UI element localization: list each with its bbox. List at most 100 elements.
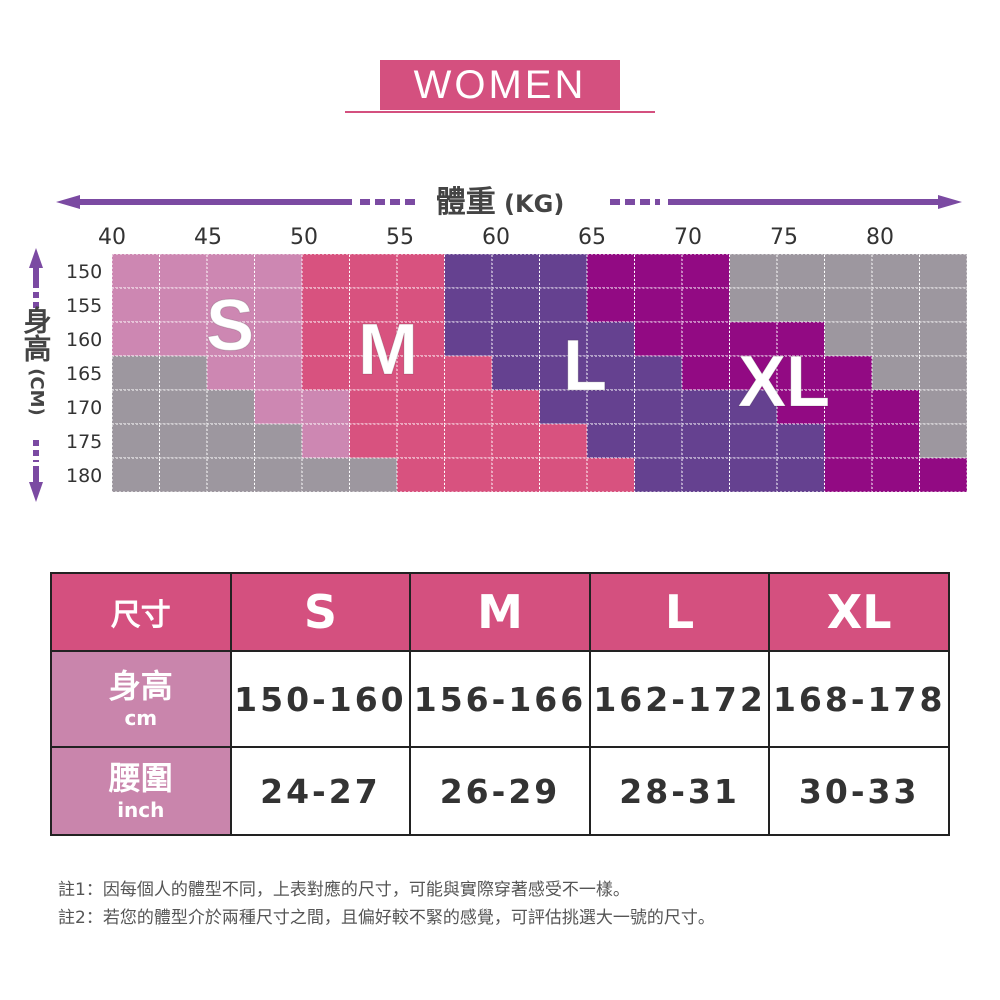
x-tick-label: 60 — [482, 225, 510, 250]
heatmap-cell — [491, 389, 540, 425]
waist-xl: 30-33 — [768, 746, 950, 836]
heatmap-cell — [159, 389, 208, 425]
heatmap-cell — [254, 287, 303, 323]
header-s: S — [229, 572, 412, 652]
heatmap-cell — [349, 253, 398, 289]
heatmap-cell — [159, 457, 208, 493]
heatmap-cell — [586, 355, 635, 391]
heatmap-cell — [681, 287, 730, 323]
heatmap-cell — [206, 457, 255, 493]
heatmap-cell — [919, 287, 968, 323]
heatmap-cell — [301, 287, 350, 323]
weight-axis-label: 體重 (KG) — [436, 185, 565, 220]
heatmap-cell — [776, 457, 825, 493]
heatmap-cell — [729, 389, 778, 425]
heatmap-cell — [919, 389, 968, 425]
height-axis-label: 身高 — [20, 305, 53, 362]
heatmap-cell — [491, 287, 540, 323]
heatmap-cell — [729, 253, 778, 289]
heatmap-cell — [159, 355, 208, 391]
heatmap-cell — [919, 355, 968, 391]
heatmap-cell — [349, 457, 398, 493]
size-table: 尺寸 S M L XL 身高 cm 150-160 156-166 162-17… — [50, 572, 950, 836]
y-tick-label: 155 — [66, 295, 102, 317]
x-tick-label: 50 — [290, 225, 318, 250]
height-axis-unit: (CM) — [26, 368, 47, 416]
heatmap-cell — [729, 423, 778, 459]
header-xl: XL — [768, 572, 950, 652]
heatmap-cell — [634, 287, 683, 323]
heatmap-cell — [729, 457, 778, 493]
heatmap-cell — [586, 287, 635, 323]
heatmap-cell — [206, 389, 255, 425]
y-tick-label: 160 — [66, 329, 102, 351]
x-tick-label: 45 — [194, 225, 222, 250]
note-2: 註2：若您的體型介於兩種尺寸之間，且偏好較不緊的感覺，可評估挑選大一號的尺寸。 — [58, 908, 715, 928]
weight-arrow-head-right — [938, 195, 962, 209]
heatmap-cell — [349, 389, 398, 425]
heatmap-cell — [871, 423, 920, 459]
header-l: L — [588, 572, 771, 652]
size-heatmap-chart: 體重 (KG) 40 45 50 55 60 65 70 75 80 身高 (CM) 150 155 160… — [20, 185, 968, 502]
heatmap-cell — [919, 321, 968, 357]
heatmap-cell — [824, 321, 873, 357]
size-region-label: M — [358, 310, 418, 390]
x-tick-label: 75 — [770, 225, 798, 250]
heatmap-cell — [396, 457, 445, 493]
size-region-label: S — [206, 286, 254, 366]
heatmap-cell — [586, 253, 635, 289]
height-l: 162-172 — [588, 650, 771, 748]
heatmap-cell — [159, 253, 208, 289]
heatmap-cell — [776, 287, 825, 323]
heatmap-cell — [824, 389, 873, 425]
heatmap-cell — [824, 457, 873, 493]
waist-s: 24-27 — [229, 746, 412, 836]
heatmap-cell — [776, 355, 825, 391]
heatmap-cell — [444, 287, 493, 323]
heatmap-cell — [111, 287, 160, 323]
heatmap-cell — [729, 321, 778, 357]
x-tick-label: 40 — [98, 225, 126, 250]
heatmap-cell — [634, 253, 683, 289]
heatmap-cell — [539, 423, 588, 459]
row-label-height: 身高 cm — [50, 650, 232, 748]
heatmap-cell — [919, 457, 968, 493]
heatmap-cell — [444, 355, 493, 391]
heatmap-cell — [539, 457, 588, 493]
height-m: 156-166 — [409, 650, 591, 748]
heatmap-cell — [681, 423, 730, 459]
heatmap-cell — [634, 389, 683, 425]
heatmap-cell — [634, 457, 683, 493]
x-tick-label: 80 — [866, 225, 894, 250]
y-tick-label: 175 — [66, 431, 102, 453]
heatmap-cell — [871, 287, 920, 323]
heatmap-cell — [254, 457, 303, 493]
heatmap-cell — [776, 423, 825, 459]
heatmap-cell — [254, 423, 303, 459]
heatmap-cell — [396, 423, 445, 459]
heatmap-cell — [349, 321, 398, 357]
heatmap-cell — [491, 253, 540, 289]
note-1: 註1：因每個人的體型不同，上表對應的尺寸，可能與實際穿著感受不一樣。 — [58, 880, 630, 900]
heatmap-cell — [111, 253, 160, 289]
heatmap-cell — [111, 389, 160, 425]
x-tick-label: 65 — [578, 225, 606, 250]
heatmap-cell — [301, 321, 350, 357]
heatmap-cell — [824, 287, 873, 323]
heatmap-cell — [396, 389, 445, 425]
notes: 註1：因每個人的體型不同，上表對應的尺寸，可能與實際穿著感受不一樣。 註2：若您… — [58, 876, 715, 932]
heatmap-cell — [586, 457, 635, 493]
heatmap-cell — [776, 321, 825, 357]
waist-m: 26-29 — [409, 746, 591, 836]
heatmap-cell — [111, 355, 160, 391]
table-row-height: 身高 cm 150-160 156-166 162-172 168-178 — [50, 650, 950, 748]
heatmap-cell — [491, 321, 540, 357]
heatmap-cell — [681, 355, 730, 391]
y-tick-label: 180 — [66, 465, 102, 487]
weight-arrow-head-left — [56, 195, 80, 209]
heatmap-cell — [301, 355, 350, 391]
height-s: 150-160 — [229, 650, 412, 748]
heatmap-cell — [776, 389, 825, 425]
height-arrow-head-top — [29, 248, 43, 268]
heatmap-cell — [539, 389, 588, 425]
